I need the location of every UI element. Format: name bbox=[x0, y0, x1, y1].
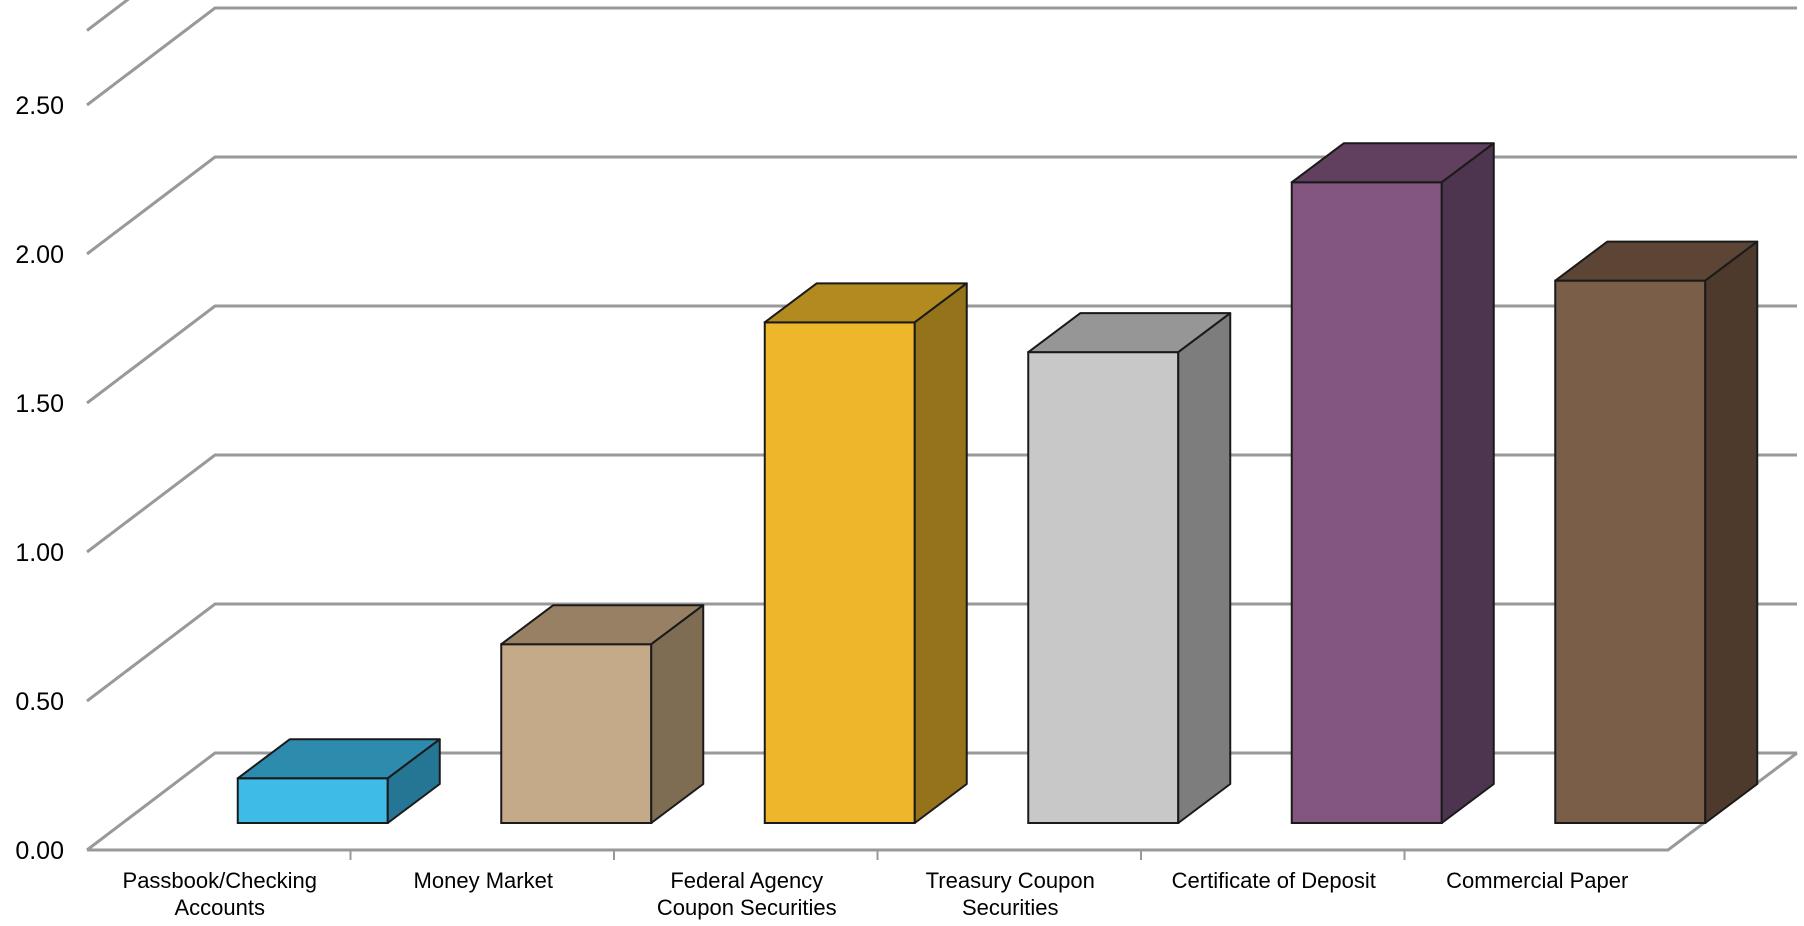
x-category-label: Treasury Coupon Securities bbox=[926, 868, 1095, 920]
gridline bbox=[86, 155, 1797, 256]
bars bbox=[236, 142, 1759, 825]
bar-front-face bbox=[763, 321, 916, 824]
x-category-label: Federal Agency Coupon Securities bbox=[657, 868, 837, 920]
y-tick-label: 0.50 bbox=[15, 688, 64, 716]
gridline bbox=[86, 6, 1797, 107]
x-category-label: Passbook/Checking Accounts bbox=[123, 868, 317, 920]
y-axis-tick-labels: 0.00 0.50 1.00 1.50 2.00 2.50 bbox=[15, 92, 64, 865]
bar-front-face bbox=[236, 777, 389, 824]
x-category-label: Certificate of Deposit bbox=[1172, 868, 1376, 893]
bar-side-face bbox=[650, 604, 705, 824]
bar bbox=[763, 282, 968, 824]
bar-side-face bbox=[913, 282, 968, 824]
bar bbox=[500, 604, 705, 825]
y-tick-label: 1.00 bbox=[15, 539, 64, 567]
y-tick-label: 1.50 bbox=[15, 390, 64, 418]
bar-front-face bbox=[1027, 351, 1180, 824]
gridline bbox=[86, 453, 1797, 554]
gridline bbox=[86, 0, 130, 32]
bar-side-face bbox=[1704, 240, 1759, 824]
y-tick-label: 2.50 bbox=[15, 92, 64, 120]
gridlines bbox=[86, 0, 1797, 703]
x-axis-category-labels: Passbook/Checking Accounts Money Market Fed… bbox=[123, 868, 1629, 920]
bar-side-face bbox=[1440, 142, 1495, 824]
bar-front-face bbox=[1554, 279, 1707, 824]
floor-back-edge bbox=[86, 751, 1797, 852]
gridline bbox=[86, 602, 1797, 703]
x-category-label: Commercial Paper bbox=[1446, 868, 1628, 893]
x-category-label: Money Market bbox=[414, 868, 553, 893]
y-tick-label: 2.00 bbox=[15, 241, 64, 269]
gridline bbox=[86, 304, 1797, 405]
bar-front-face bbox=[1290, 181, 1443, 825]
bar bbox=[1290, 142, 1495, 825]
bar bbox=[1027, 312, 1232, 824]
y-tick-label: 0.00 bbox=[15, 837, 64, 865]
bar bbox=[236, 738, 441, 824]
bar-front-face bbox=[500, 643, 653, 825]
bar bbox=[1554, 240, 1759, 824]
bar-side-face bbox=[386, 738, 441, 824]
bar-side-face bbox=[1177, 312, 1232, 824]
